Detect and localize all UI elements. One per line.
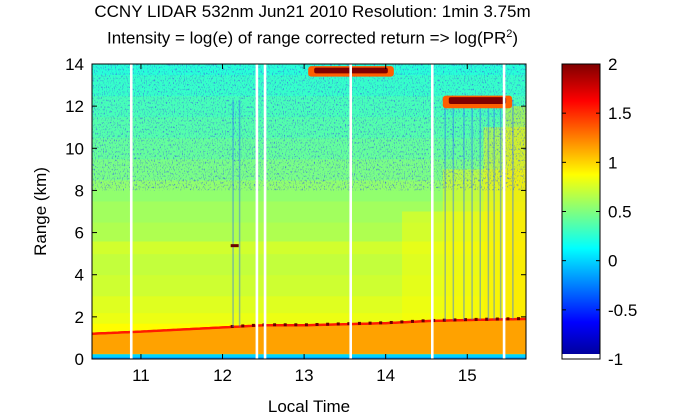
boundary-layer-aerosol-spot — [241, 324, 245, 328]
chart-title-line-1: CCNY LIDAR 532nm Jun21 2010 Resolution: … — [94, 2, 531, 21]
boundary-layer-aerosol-spot — [421, 319, 425, 323]
colorbar-tick-label: -1 — [608, 350, 623, 369]
x-tick-label: 12 — [213, 366, 232, 385]
colorbar-tick-label: 1 — [608, 153, 617, 172]
boundary-layer-aerosol-spot — [485, 317, 489, 321]
x-tick-label: 14 — [376, 366, 395, 385]
intensity-late-region — [442, 169, 526, 322]
intensity-band — [92, 222, 526, 242]
chart-title-line-2-suffix: ) — [512, 28, 519, 48]
x-tick-label: 15 — [458, 366, 477, 385]
boundary-layer-aerosol-spot — [251, 323, 255, 327]
intensity-band — [92, 274, 526, 297]
boundary-layer-aerosol-spot — [368, 321, 372, 325]
colorbar-tick-label: 1.5 — [608, 104, 632, 123]
colorbar-tick-label: 2 — [608, 55, 617, 74]
boundary-layer-aerosol-spot — [517, 317, 521, 321]
boundary-layer-aerosol-spot — [336, 322, 340, 326]
y-axis-label: Range (km) — [31, 167, 50, 256]
intensity-band — [92, 312, 526, 324]
signal-attenuation-streak — [444, 99, 446, 321]
cloud-fragment — [230, 244, 239, 248]
y-tick-label: 12 — [65, 97, 84, 116]
colorbar: -1 -0.5 0 0.5 1 1.5 2 — [561, 55, 637, 369]
boundary-layer-aerosol-spot — [389, 320, 393, 324]
y-tick-label: 2 — [75, 308, 84, 327]
signal-attenuation-streak — [487, 99, 490, 320]
data-gap — [349, 64, 353, 359]
boundary-layer — [92, 319, 526, 354]
intensity-band — [92, 200, 526, 223]
boundary-layer-aerosol-spot — [474, 317, 478, 321]
boundary-layer-aerosol-spot — [294, 323, 298, 327]
data-gap — [129, 64, 133, 359]
boundary-layer-aerosol-spot — [453, 318, 457, 322]
chart-title-line-2: Intensity = log(e) of range corrected re… — [0, 28, 625, 49]
plot-frame — [91, 63, 527, 360]
signal-attenuation-streak — [499, 99, 502, 320]
colorbar-tick-label: 0 — [608, 252, 617, 271]
cloud-layer-core — [448, 97, 507, 105]
noise-speckle — [92, 64, 526, 191]
intensity-band — [92, 241, 526, 255]
y-tick-label: 4 — [75, 266, 84, 285]
y-tick-label: 10 — [65, 139, 84, 158]
boundary-layer-aerosol-spot — [495, 317, 499, 321]
boundary-layer-aerosol-spot — [273, 323, 277, 327]
boundary-layer-aerosol-spot — [506, 317, 510, 321]
intensity-band — [92, 253, 526, 276]
colorbar-tick-label: -0.5 — [608, 301, 637, 320]
boundary-layer-aerosol-spot — [400, 320, 404, 324]
x-tick-label: 13 — [295, 366, 314, 385]
chart-title-line-2-prefix: Intensity = log(e) of range corrected re… — [106, 28, 507, 48]
x-tick-label: 11 — [132, 366, 150, 385]
boundary-layer-aerosol-spot — [283, 323, 287, 327]
plot-axes: 11 12 13 14 15 0 2 4 6 8 10 12 14 — [65, 55, 527, 385]
boundary-layer-aerosol-spot — [379, 321, 383, 325]
intensity-band — [92, 295, 526, 314]
data-gap — [255, 64, 259, 359]
chart-title-line-2-superscript: 2 — [506, 28, 513, 40]
signal-attenuation-streak — [452, 99, 455, 321]
colorbar-tick-label: 0.5 — [608, 203, 632, 222]
boundary-layer-aerosol-spot — [326, 322, 330, 326]
intensity-field — [91, 64, 526, 360]
x-axis-label: Local Time — [268, 397, 350, 416]
boundary-layer-aerosol-spot — [442, 318, 446, 322]
signal-attenuation-streak — [471, 99, 473, 320]
signal-attenuation-streak — [512, 99, 514, 320]
data-gap — [263, 64, 267, 359]
signal-attenuation-streak — [463, 99, 465, 321]
boundary-layer-aerosol-spot — [410, 319, 414, 323]
boundary-layer-aerosol-spot — [464, 318, 467, 322]
signal-attenuation-streak — [479, 99, 481, 320]
boundary-layer-aerosol-spot — [315, 322, 319, 326]
data-gap — [430, 64, 434, 359]
y-tick-label: 0 — [75, 350, 84, 369]
y-tick-label: 6 — [75, 224, 84, 243]
y-tick-label: 8 — [75, 181, 84, 200]
data-gap — [502, 64, 506, 359]
intensity-band — [92, 356, 526, 360]
boundary-layer-aerosol-spot — [357, 321, 361, 325]
signal-attenuation-streak — [493, 99, 495, 320]
boundary-layer-aerosol-spot — [347, 322, 351, 326]
y-tick-label: 14 — [65, 55, 84, 74]
boundary-layer-aerosol-spot — [230, 324, 234, 328]
colorbar-bottom-swatch — [562, 354, 600, 359]
intensity-band — [92, 353, 526, 358]
boundary-layer-aerosol-spot — [304, 323, 308, 327]
signal-attenuation-streak — [232, 99, 234, 327]
heatmap-plot — [91, 64, 526, 360]
boundary-layer-aerosol-spot — [432, 318, 436, 322]
colorbar-gradient — [562, 64, 600, 359]
signal-attenuation-streak — [238, 99, 241, 327]
